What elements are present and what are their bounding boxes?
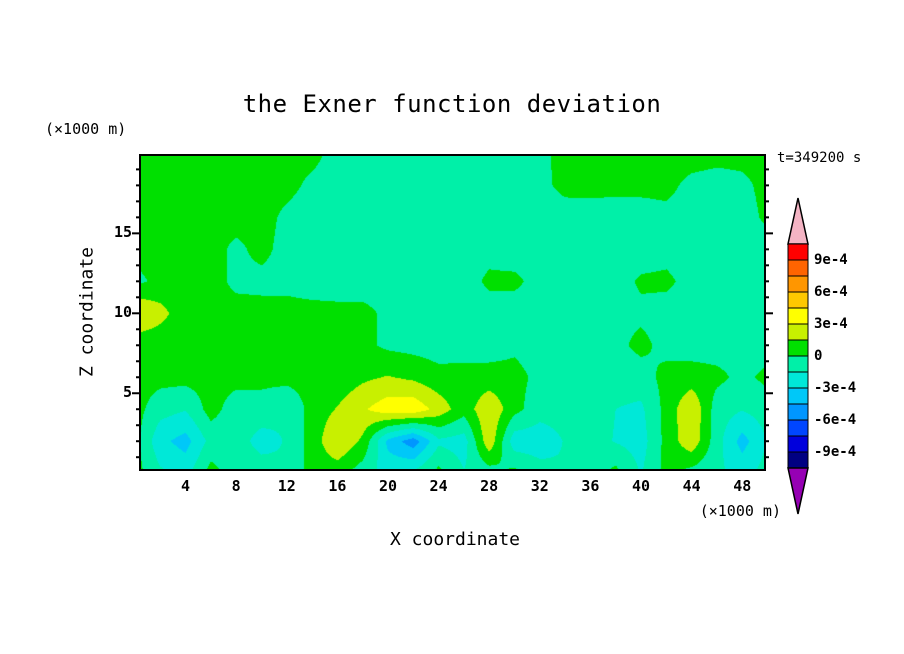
- y-tick-label: 5: [122, 383, 132, 402]
- colorbar-label: 3e-4: [814, 316, 848, 332]
- colorbar-band: [787, 451, 809, 469]
- z-axis-title: Z coordinate: [76, 246, 98, 378]
- colorbar-band: [787, 387, 809, 405]
- colorbar-band: [787, 435, 809, 453]
- colorbar-label: -6e-4: [814, 412, 857, 428]
- colorbar-bottom-arrow: [787, 467, 809, 515]
- colorbar-label: -3e-4: [814, 380, 857, 396]
- colorbar-band: [787, 291, 809, 309]
- colorbar-band: [787, 307, 809, 325]
- x-tick-label: 12: [277, 477, 296, 495]
- y-tick-label: 15: [113, 223, 132, 242]
- chart-title: the Exner function deviation: [242, 90, 662, 118]
- colorbar-top-arrow: [787, 197, 809, 245]
- colorbar-band: [787, 259, 809, 277]
- x-tick-label: 44: [682, 477, 701, 495]
- x-tick-label: 36: [581, 477, 600, 495]
- colorbar-band: [787, 339, 809, 357]
- z-axis-unit-label: (×1000 m): [45, 120, 127, 138]
- colorbar-band: [787, 323, 809, 341]
- time-label: t=349200 s: [777, 150, 862, 166]
- x-axis-unit-label: (×1000 m): [699, 502, 781, 520]
- colorbar-band: [787, 371, 809, 389]
- x-tick-label: 48: [733, 477, 752, 495]
- colorbar-label: 0: [814, 348, 823, 364]
- x-tick-label: 8: [231, 477, 241, 495]
- colorbar-band: [787, 419, 809, 437]
- x-tick-label: 32: [530, 477, 549, 495]
- colorbar-label: 9e-4: [814, 252, 848, 268]
- colorbar-label: 6e-4: [814, 284, 848, 300]
- colorbar-band: [787, 243, 809, 261]
- y-tick-label: 10: [113, 303, 132, 322]
- x-tick-label: 16: [328, 477, 347, 495]
- colorbar-band: [787, 403, 809, 421]
- x-tick-label: 40: [631, 477, 651, 495]
- x-tick-label: 28: [480, 477, 499, 495]
- colorbar-label: -9e-4: [814, 444, 857, 460]
- colorbar-band: [787, 275, 809, 293]
- colorbar-band: [787, 355, 809, 373]
- contour-field-canvas: [140, 155, 765, 470]
- x-axis-title: X coordinate: [389, 529, 521, 550]
- x-tick-label: 20: [378, 477, 397, 495]
- x-tick-label: 4: [181, 477, 191, 495]
- x-tick-label: 24: [429, 477, 448, 495]
